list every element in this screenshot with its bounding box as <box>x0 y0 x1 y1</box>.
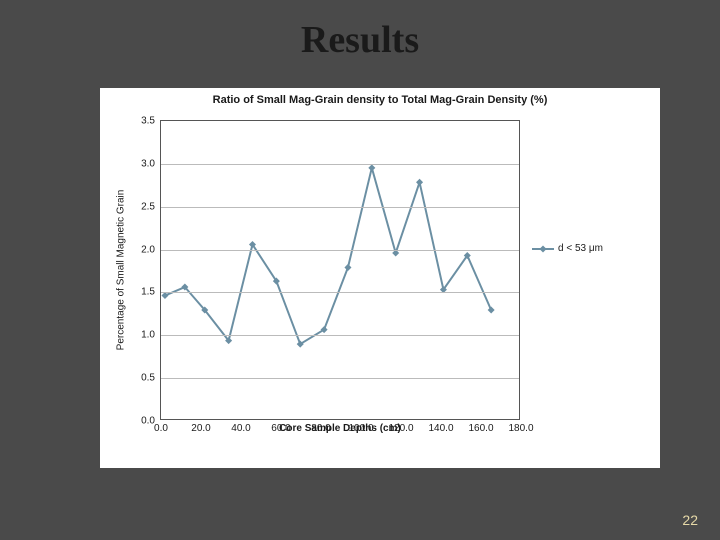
y-tick: 1.5 <box>141 287 155 298</box>
y-tick: 3.5 <box>141 116 155 127</box>
x-tick: 120.0 <box>388 423 413 434</box>
y-tick: 3.0 <box>141 158 155 169</box>
x-tick: 0.0 <box>154 423 168 434</box>
y-tick: 0.5 <box>141 373 155 384</box>
x-tick: 160.0 <box>468 423 493 434</box>
x-tick: 20.0 <box>191 423 210 434</box>
page-title: Results <box>0 18 720 62</box>
gridline <box>161 250 519 251</box>
y-axis-label: Percentage of Small Magnetic Grain <box>116 190 127 351</box>
chart-container: Ratio of Small Mag-Grain density to Tota… <box>100 88 660 468</box>
x-tick: 40.0 <box>231 423 250 434</box>
x-axis-label: Core Sample Depths (cm) <box>279 423 401 434</box>
y-tick: 0.0 <box>141 416 155 427</box>
chart-title: Ratio of Small Mag-Grain density to Tota… <box>100 94 660 106</box>
slide-number: 22 <box>682 512 698 528</box>
x-tick: 100.0 <box>348 423 373 434</box>
gridline <box>161 378 519 379</box>
y-tick: 2.0 <box>141 244 155 255</box>
gridline <box>161 164 519 165</box>
gridline <box>161 292 519 293</box>
legend-label: d < 53 μm <box>558 243 603 254</box>
gridline <box>161 207 519 208</box>
x-tick: 180.0 <box>508 423 533 434</box>
diamond-icon <box>539 245 546 252</box>
legend: d < 53 μm <box>532 243 603 254</box>
plot-area: Percentage of Small Magnetic Grain Core … <box>160 120 520 420</box>
x-tick: 140.0 <box>428 423 453 434</box>
x-tick: 80.0 <box>311 423 330 434</box>
gridline <box>161 335 519 336</box>
x-tick: 60.0 <box>271 423 290 434</box>
y-tick: 2.5 <box>141 201 155 212</box>
legend-swatch <box>532 248 554 250</box>
line-series <box>161 121 519 419</box>
y-tick: 1.0 <box>141 330 155 341</box>
